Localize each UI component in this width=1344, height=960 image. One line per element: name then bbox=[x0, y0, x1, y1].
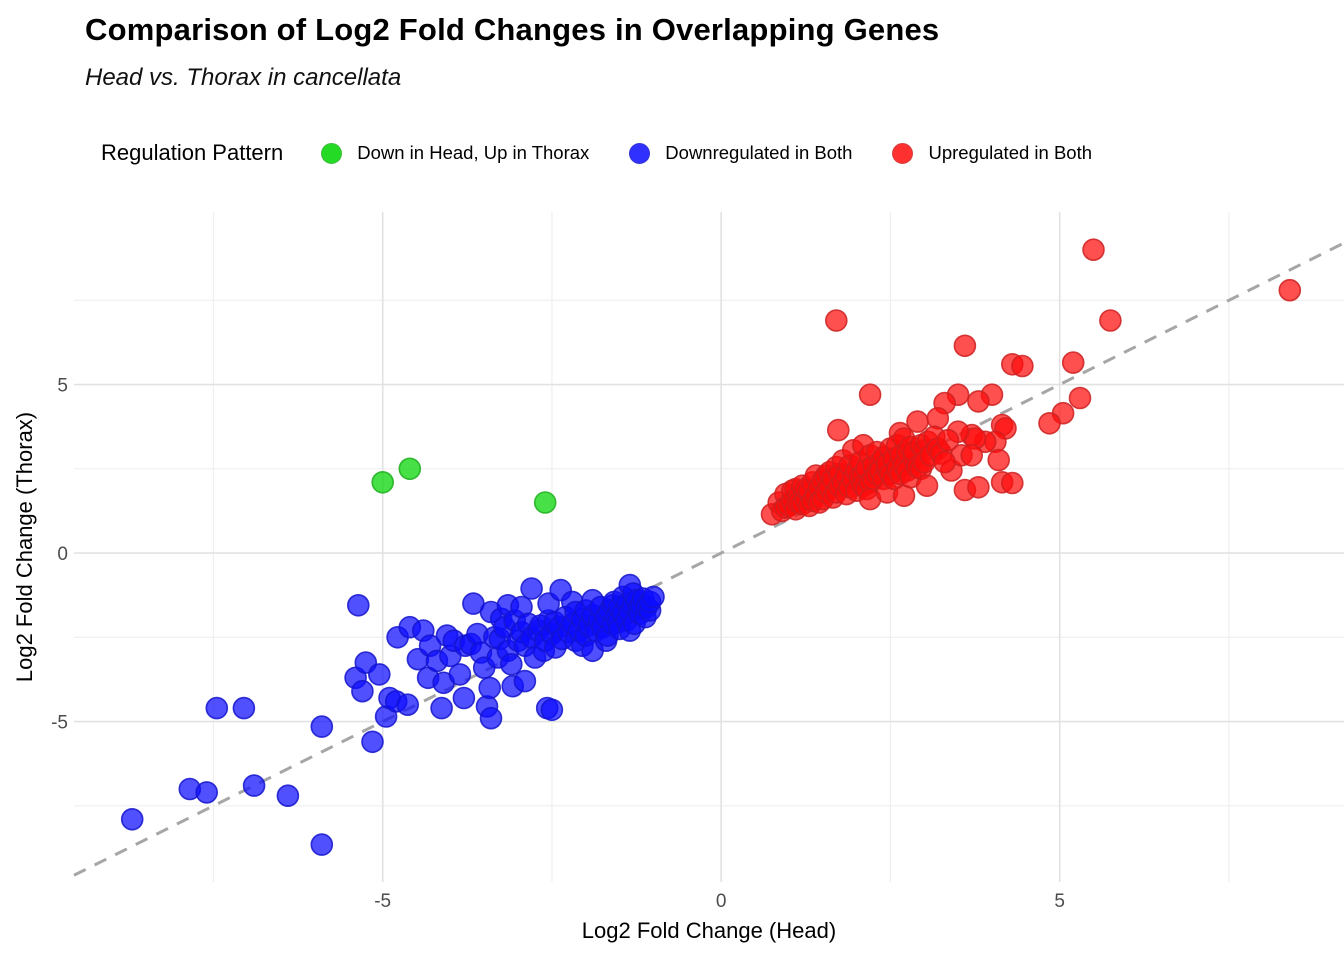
y-tick-label: -5 bbox=[51, 713, 68, 734]
legend-item-down-head-up-thorax: Down in Head, Up in Thorax bbox=[321, 142, 589, 164]
data-point bbox=[1068, 386, 1092, 410]
legend: Regulation Pattern Down in Head, Up in T… bbox=[101, 136, 1132, 170]
data-point bbox=[520, 577, 543, 600]
data-point bbox=[367, 663, 391, 686]
axis-tick-labels: -5 0 5 -5 0 5 bbox=[51, 376, 1065, 912]
legend-item-label: Downregulated in Both bbox=[665, 142, 853, 163]
identity-line bbox=[73, 241, 1344, 877]
data-point bbox=[232, 696, 256, 720]
data-point bbox=[478, 676, 502, 700]
green-dot-icon bbox=[321, 142, 343, 164]
data-point bbox=[926, 406, 950, 430]
data-point bbox=[205, 696, 229, 720]
data-point bbox=[540, 698, 564, 722]
y-tick-label: 5 bbox=[57, 376, 68, 397]
data-points-series-0 bbox=[371, 457, 557, 514]
data-point bbox=[1278, 278, 1302, 302]
data-point bbox=[987, 448, 1011, 472]
data-point bbox=[398, 457, 422, 481]
red-dot-icon bbox=[892, 142, 914, 164]
data-point bbox=[448, 663, 472, 686]
data-point bbox=[310, 833, 334, 856]
y-axis-title: Log2 Fold Change (Thorax) bbox=[12, 412, 37, 682]
data-point bbox=[499, 652, 523, 676]
data-point bbox=[195, 781, 218, 804]
legend-title: Regulation Pattern bbox=[101, 140, 284, 165]
legend-item-label: Down in Head, Up in Thorax bbox=[357, 142, 590, 163]
data-point bbox=[242, 774, 266, 797]
y-tick-label: 0 bbox=[57, 544, 68, 565]
data-point bbox=[967, 390, 990, 413]
data-point bbox=[1011, 354, 1034, 378]
data-point bbox=[824, 309, 848, 332]
data-point bbox=[346, 593, 370, 617]
data-point bbox=[310, 715, 334, 738]
data-point bbox=[1061, 351, 1085, 374]
data-point bbox=[1000, 471, 1024, 495]
data-point bbox=[479, 706, 503, 730]
legend-item-label: Upregulated in Both bbox=[928, 142, 1093, 163]
data-point bbox=[276, 784, 300, 808]
data-point bbox=[826, 418, 850, 442]
legend-item-upregulated-both: Upregulated in Both bbox=[892, 142, 1092, 164]
data-points-series-2 bbox=[760, 238, 1302, 526]
data-point bbox=[430, 696, 453, 720]
x-tick-label: 5 bbox=[1054, 891, 1065, 912]
data-point bbox=[396, 693, 420, 717]
data-point bbox=[452, 686, 476, 710]
data-point bbox=[858, 383, 882, 407]
major-gridlines bbox=[74, 212, 1344, 882]
page-subtitle: Head vs. Thorax in cancellata bbox=[85, 64, 402, 91]
data-point bbox=[642, 585, 665, 609]
data-point bbox=[953, 334, 977, 358]
data-point bbox=[371, 470, 395, 494]
legend-item-downregulated-both: Downregulated in Both bbox=[629, 142, 852, 164]
data-point bbox=[513, 669, 537, 693]
x-tick-label: -5 bbox=[374, 891, 391, 912]
x-axis-title: Log2 Fold Change (Head) bbox=[582, 918, 836, 943]
data-point bbox=[967, 475, 990, 499]
data-point bbox=[1038, 411, 1061, 435]
data-point bbox=[120, 807, 144, 831]
data-point bbox=[960, 443, 984, 467]
data-point bbox=[351, 679, 374, 703]
data-points-series-1 bbox=[120, 573, 665, 856]
blue-dot-icon bbox=[629, 142, 651, 164]
data-point bbox=[915, 474, 939, 498]
data-point bbox=[1099, 309, 1122, 332]
data-point bbox=[361, 730, 384, 754]
data-point bbox=[533, 491, 557, 514]
page-title: Comparison of Log2 Fold Changes in Overl… bbox=[85, 12, 940, 47]
data-point bbox=[1082, 238, 1105, 261]
data-point bbox=[933, 450, 956, 474]
x-tick-label: 0 bbox=[716, 891, 727, 912]
data-point bbox=[936, 428, 960, 452]
